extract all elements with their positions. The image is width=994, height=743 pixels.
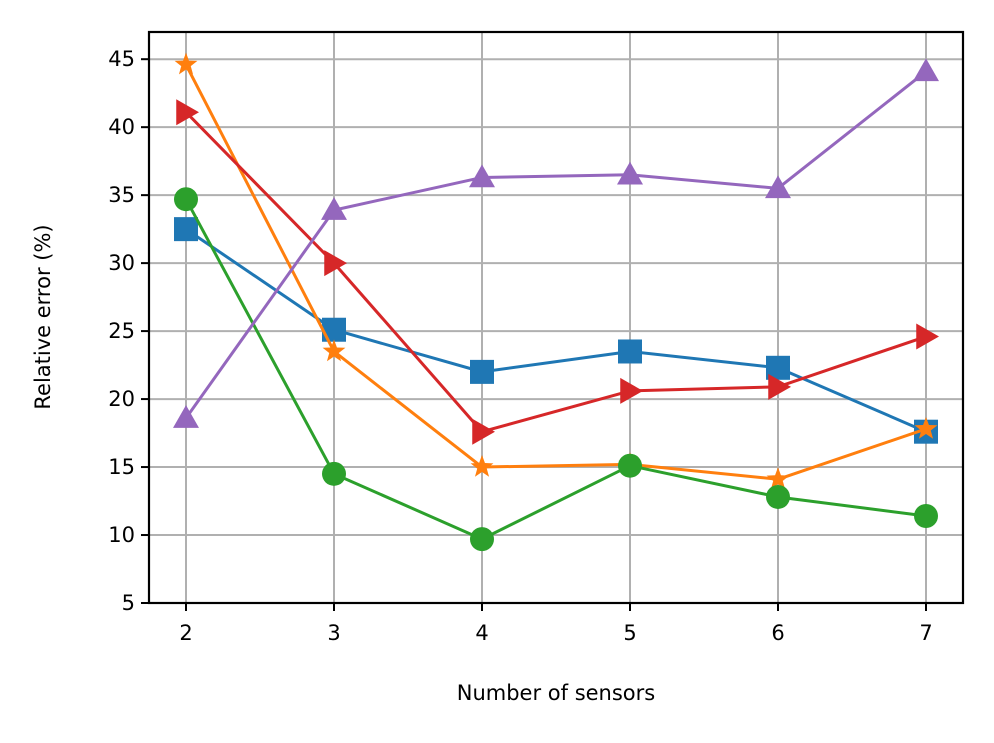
y-tick-label: 25 [108, 319, 135, 343]
data-point [765, 175, 791, 199]
data-point [472, 418, 495, 445]
data-point [913, 58, 939, 82]
data-point [620, 377, 643, 404]
series-line [184, 198, 927, 541]
y-tick-label: 15 [108, 455, 135, 479]
series-line [184, 63, 927, 481]
data-point [173, 405, 199, 428]
y-tick-label: 10 [108, 523, 135, 547]
data-point [618, 453, 642, 478]
x-tick-label: 5 [623, 621, 636, 645]
series-line [184, 111, 927, 434]
data-point [914, 416, 938, 439]
x-tick-label: 7 [919, 621, 932, 645]
x-tick-label: 4 [475, 621, 488, 645]
y-tick-label: 20 [108, 387, 135, 411]
data-point [321, 197, 347, 220]
data-point [470, 359, 494, 384]
y-tick-label: 40 [108, 115, 135, 139]
data-point [174, 187, 198, 212]
data-point [174, 217, 198, 242]
data-point [617, 161, 643, 185]
data-point [916, 323, 939, 350]
data-point [469, 164, 495, 188]
y-tick-label: 30 [108, 251, 135, 275]
data-point [176, 99, 199, 126]
data-point [322, 461, 346, 486]
series-line [184, 70, 927, 419]
data-point [322, 339, 346, 362]
data-point [766, 467, 790, 489]
data-point [324, 250, 347, 277]
series-5 [173, 58, 939, 428]
x-axis-label: Number of sensors [457, 681, 656, 705]
y-tick-label: 35 [108, 183, 135, 207]
x-tick-label: 2 [179, 621, 192, 645]
x-tick-label: 6 [771, 621, 784, 645]
data-point [914, 503, 938, 528]
data-point [618, 339, 642, 364]
data-point [174, 52, 198, 75]
series-layer [173, 52, 939, 552]
data-point [766, 484, 790, 509]
series-3 [174, 187, 938, 552]
x-tick-label: 3 [327, 621, 340, 645]
grid [149, 32, 963, 604]
data-point [470, 455, 494, 477]
plot-frame [147, 30, 965, 605]
y-axis-label: Relative error (%) [31, 224, 55, 409]
data-point [470, 527, 494, 552]
y-tick-label: 5 [122, 591, 135, 615]
y-tick-label: 45 [108, 47, 135, 71]
data-point [768, 373, 791, 400]
series-4 [176, 99, 939, 445]
